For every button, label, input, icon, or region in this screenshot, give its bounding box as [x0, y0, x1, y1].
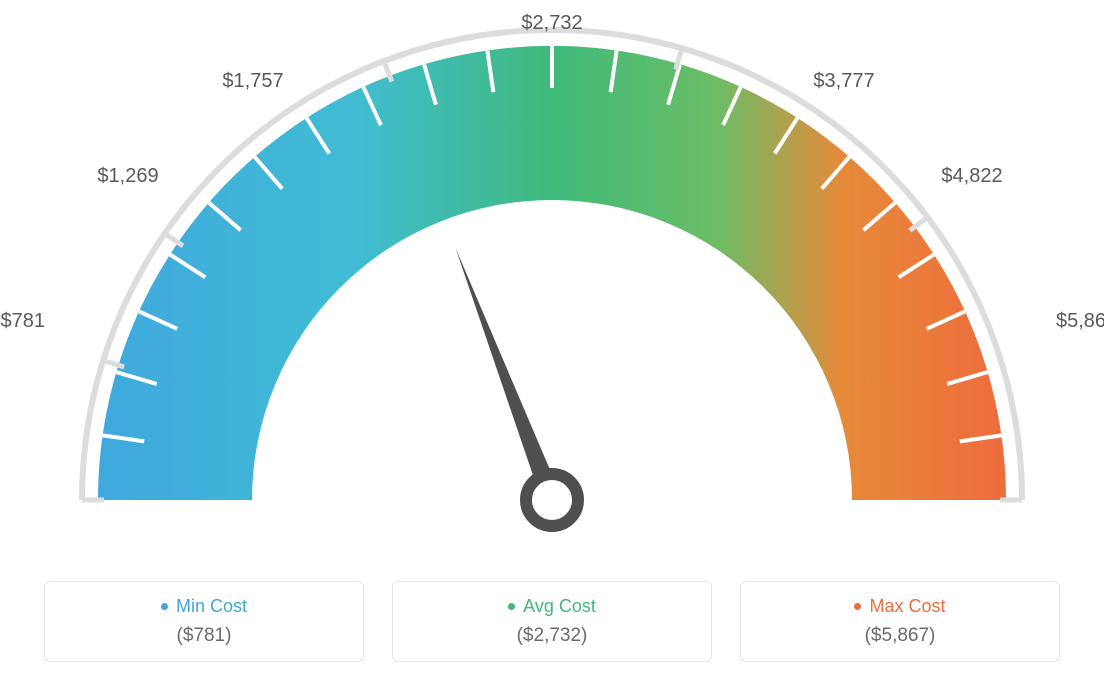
gauge-tick-label: $781	[1, 310, 46, 333]
gauge-tick-label: $1,757	[222, 70, 283, 93]
gauge-svg	[0, 0, 1104, 560]
legend-label-avg: Avg Cost	[508, 596, 596, 617]
gauge-color-band	[98, 46, 1006, 500]
legend-card-avg: Avg Cost ($2,732)	[392, 581, 712, 662]
gauge-tick-label: $2,732	[521, 12, 582, 35]
legend-card-max: Max Cost ($5,867)	[740, 581, 1060, 662]
legend-label-min: Min Cost	[161, 596, 247, 617]
legend-row: Min Cost ($781) Avg Cost ($2,732) Max Co…	[0, 581, 1104, 662]
legend-value-avg: ($2,732)	[403, 625, 701, 647]
gauge-tick-label: $1,269	[97, 165, 158, 188]
gauge-tick-label: $3,777	[813, 70, 874, 93]
gauge-needle	[455, 248, 561, 504]
gauge-major-tick	[910, 217, 928, 230]
cost-gauge: $781 $1,269 $1,757 $2,732 $3,777 $4,822 $5,867	[0, 0, 1104, 560]
legend-value-min: ($781)	[55, 625, 353, 647]
gauge-needle-hub	[526, 474, 578, 526]
legend-label-max: Max Cost	[854, 596, 945, 617]
gauge-tick-label: $5,867	[1056, 310, 1104, 333]
gauge-tick-label: $4,822	[941, 165, 1002, 188]
legend-value-max: ($5,867)	[751, 625, 1049, 647]
legend-card-min: Min Cost ($781)	[44, 581, 364, 662]
